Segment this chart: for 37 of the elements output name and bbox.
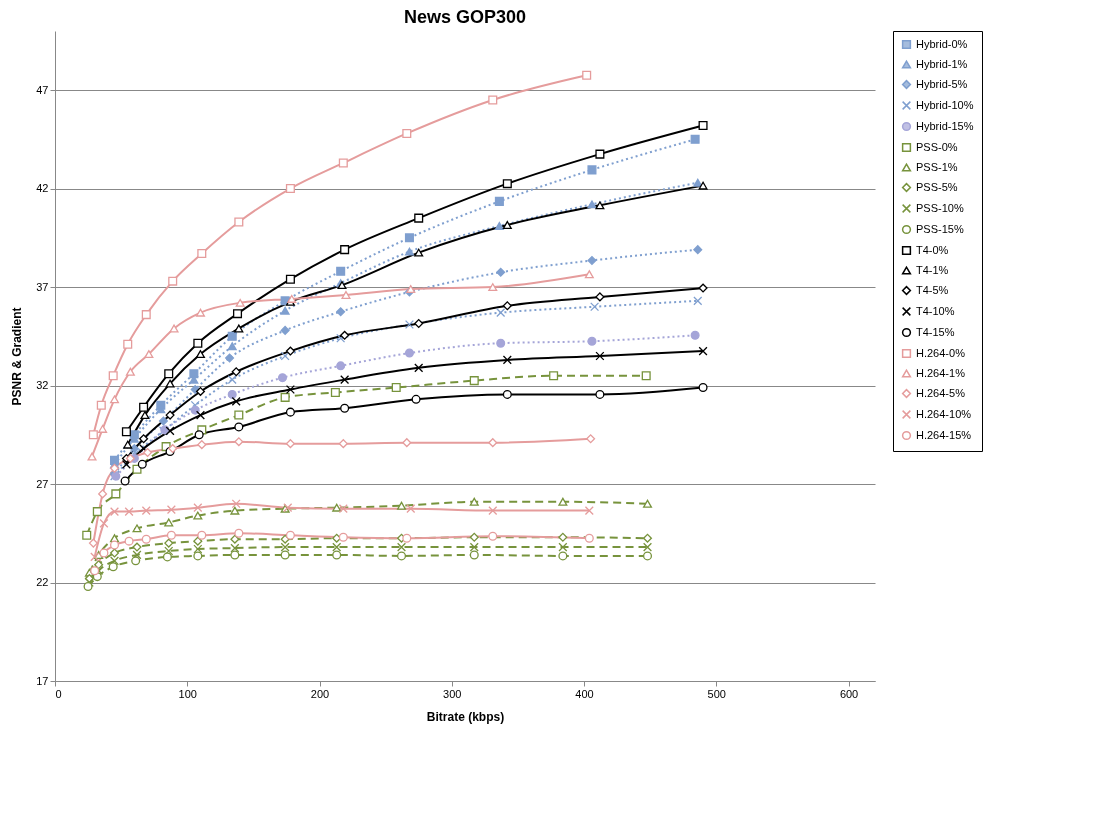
x-tick-label: 100	[178, 687, 197, 700]
legend-label: H.264-15%	[916, 428, 972, 441]
legend-label: PSS-1%	[916, 160, 958, 173]
legend-label: Hybrid-10%	[916, 98, 974, 111]
x-tick-label: 200	[310, 687, 330, 700]
legend-label: PSS-0%	[916, 140, 958, 153]
legend-label: H.264-5%	[916, 386, 966, 399]
x-tick-label: 600	[839, 687, 859, 700]
legend-label: Hybrid-1%	[916, 57, 968, 70]
x-tick-label: 400	[575, 687, 594, 700]
legend-label: Hybrid-15%	[916, 119, 974, 132]
y-tick-label: 42	[36, 182, 49, 195]
legend-label: H.264-10%	[916, 407, 972, 420]
y-tick-label: 32	[36, 379, 49, 392]
legend-label: T4-1%	[916, 263, 949, 276]
y-tick-label: 47	[36, 83, 49, 96]
x-axis-title: Bitrate (kbps)	[426, 709, 505, 724]
legend-label: T4-10%	[916, 304, 955, 317]
y-tick-label: 22	[36, 576, 49, 589]
y-tick-label: 17	[36, 674, 49, 687]
x-tick-label: 300	[443, 687, 462, 700]
x-tick-label: 500	[707, 687, 726, 700]
y-tick-label: 27	[36, 477, 49, 490]
legend-label: PSS-5%	[916, 180, 958, 193]
legend-label: Hybrid-0%	[916, 37, 968, 50]
legend-label: T4-5%	[916, 283, 949, 296]
legend-label: PSS-15%	[916, 222, 964, 235]
legend-label: H.264-0%	[916, 346, 966, 359]
chart-title: News GOP300	[403, 6, 527, 27]
legend-label: Hybrid-5%	[916, 77, 968, 90]
y-axis-title: PSNR & Gradient	[10, 307, 25, 406]
legend-label: H.264-1%	[916, 366, 966, 379]
legend-label: T4-0%	[916, 243, 949, 256]
legend-label: PSS-10%	[916, 201, 964, 214]
y-tick-label: 37	[36, 280, 49, 293]
x-tick-label: 0	[55, 687, 62, 700]
legend-label: T4-15%	[916, 325, 955, 338]
